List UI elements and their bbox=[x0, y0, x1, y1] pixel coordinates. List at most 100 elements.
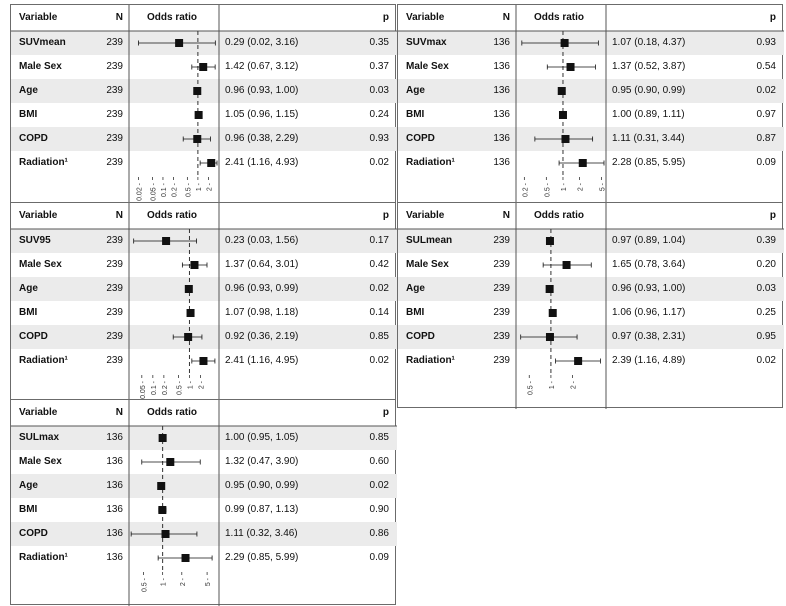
n-value: 239 bbox=[493, 235, 510, 246]
forest-plot-svg: 0.02 - 0.05 - 0.1 -0.2 - 0.5 - 1 -2 - bbox=[11, 5, 397, 211]
odds-ratio-ci-text: 0.97 (0.38, 2.31) bbox=[612, 331, 686, 342]
odds-ratio-ci-text: 0.95 (0.90, 0.99) bbox=[225, 480, 299, 491]
axis-tick-label: 0.05 - bbox=[150, 182, 157, 201]
variable-label: Age bbox=[406, 85, 425, 96]
odds-ratio-point bbox=[558, 111, 567, 119]
header-odds-ratio: Odds ratio bbox=[147, 210, 198, 221]
header-n: N bbox=[502, 12, 510, 23]
axis-tick-label: 2 - bbox=[578, 182, 585, 191]
odds-ratio-ci-text: 1.32 (0.47, 3.90) bbox=[225, 456, 299, 467]
odds-ratio-point bbox=[190, 261, 199, 269]
odds-ratio-ci-text: 0.96 (0.93, 1.00) bbox=[612, 283, 686, 294]
odds-ratio-point bbox=[193, 135, 202, 143]
variable-label: BMI bbox=[406, 307, 425, 318]
p-value: 0.37 bbox=[369, 61, 389, 72]
row-stripe bbox=[11, 522, 397, 546]
axis-tick-label: 2 - bbox=[198, 380, 205, 389]
odds-ratio-ci-text: 0.96 (0.93, 1.00) bbox=[225, 85, 299, 96]
n-value: 136 bbox=[106, 432, 123, 443]
axis-tick-label: 0.5 - bbox=[527, 380, 534, 395]
odds-ratio-point bbox=[161, 530, 170, 538]
p-value: 0.93 bbox=[756, 37, 776, 48]
p-value: 0.14 bbox=[369, 307, 389, 318]
odds-ratio-point bbox=[184, 285, 193, 293]
n-value: 136 bbox=[493, 157, 510, 168]
odds-ratio-ci-text: 1.42 (0.67, 3.12) bbox=[225, 61, 299, 72]
odds-ratio-point bbox=[184, 333, 193, 341]
odds-ratio-point bbox=[193, 87, 202, 95]
forest-plot-svg: 0.2 - 0.5 - 1 - 2 - 5 - bbox=[398, 5, 784, 211]
n-value: 239 bbox=[106, 283, 123, 294]
odds-ratio-point bbox=[199, 63, 208, 71]
p-value: 0.17 bbox=[369, 235, 389, 246]
n-value: 136 bbox=[493, 109, 510, 120]
axis-tick-label: 0.1 - bbox=[151, 380, 158, 395]
odds-ratio-point bbox=[548, 309, 557, 317]
variable-label: Radiation¹ bbox=[19, 355, 68, 366]
row-stripe bbox=[11, 277, 397, 301]
odds-ratio-point bbox=[562, 261, 571, 269]
variable-label: Radiation¹ bbox=[406, 157, 455, 168]
odds-ratio-point bbox=[574, 357, 583, 365]
n-value: 239 bbox=[106, 133, 123, 144]
axis-tick-label: 1 - bbox=[549, 380, 556, 389]
odds-ratio-ci-text: 2.28 (0.85, 5.95) bbox=[612, 157, 686, 168]
forest-panel-5: 0.5 - 1 - 2 - 5 - Variable N Odds ratio p SULmax… bbox=[10, 399, 397, 606]
odds-ratio-point bbox=[158, 506, 167, 514]
row-stripe bbox=[398, 229, 784, 253]
variable-label: SULmax bbox=[19, 432, 60, 443]
header-p: p bbox=[382, 12, 389, 23]
header-odds-ratio: Odds ratio bbox=[534, 12, 585, 23]
variable-label: Radiation¹ bbox=[19, 552, 68, 563]
odds-ratio-point bbox=[545, 333, 554, 341]
axis-tick-label: 0.2 - bbox=[162, 380, 169, 395]
variable-label: Age bbox=[19, 480, 38, 491]
odds-ratio-point bbox=[157, 482, 166, 490]
odds-ratio-point bbox=[578, 159, 587, 167]
odds-ratio-ci-text: 0.95 (0.90, 0.99) bbox=[612, 85, 686, 96]
variable-label: SUVmean bbox=[19, 37, 66, 48]
header-n: N bbox=[502, 210, 510, 221]
variable-label: Male Sex bbox=[19, 61, 62, 72]
forest-panel-4: 0.5 - 1 - 2 - Variable N Odds ratio p SULmean 23… bbox=[397, 202, 784, 409]
header-p: p bbox=[382, 407, 389, 418]
odds-ratio-point bbox=[557, 87, 566, 95]
p-value: 0.03 bbox=[756, 283, 776, 294]
odds-ratio-ci-text: 0.96 (0.38, 2.29) bbox=[225, 133, 299, 144]
axis-tick-label: 0.5 - bbox=[141, 577, 148, 592]
n-value: 239 bbox=[106, 259, 123, 270]
axis-tick-label: 0.5 - bbox=[544, 182, 551, 197]
p-value: 0.86 bbox=[369, 528, 389, 539]
n-value: 239 bbox=[106, 37, 123, 48]
variable-label: Age bbox=[19, 85, 38, 96]
n-value: 136 bbox=[106, 504, 123, 515]
odds-ratio-ci-text: 1.11 (0.31, 3.44) bbox=[612, 133, 685, 144]
variable-label: Male Sex bbox=[406, 61, 449, 72]
p-value: 0.39 bbox=[756, 235, 776, 246]
p-value: 0.02 bbox=[369, 157, 389, 168]
variable-label: BMI bbox=[19, 307, 38, 318]
axis-tick-label: 2 - bbox=[571, 380, 578, 389]
n-value: 136 bbox=[493, 61, 510, 72]
p-value: 0.90 bbox=[369, 504, 389, 515]
axis-tick-label: 1 - bbox=[196, 182, 203, 191]
n-value: 136 bbox=[106, 552, 123, 563]
row-stripe bbox=[11, 229, 397, 253]
header-variable: Variable bbox=[19, 12, 58, 23]
axis-tick-label: 5 - bbox=[205, 577, 212, 586]
p-value: 0.54 bbox=[756, 61, 776, 72]
odds-ratio-point bbox=[175, 39, 184, 47]
p-value: 0.93 bbox=[369, 133, 389, 144]
n-value: 239 bbox=[493, 307, 510, 318]
n-value: 136 bbox=[106, 480, 123, 491]
variable-label: COPD bbox=[406, 133, 435, 144]
axis-tick-label: 2 - bbox=[206, 182, 213, 191]
odds-ratio-point bbox=[194, 111, 203, 119]
p-value: 0.02 bbox=[369, 480, 389, 491]
header-p: p bbox=[382, 210, 389, 221]
n-value: 239 bbox=[493, 259, 510, 270]
n-value: 136 bbox=[493, 133, 510, 144]
variable-label: Male Sex bbox=[19, 456, 62, 467]
odds-ratio-ci-text: 0.97 (0.89, 1.04) bbox=[612, 235, 686, 246]
p-value: 0.35 bbox=[369, 37, 389, 48]
